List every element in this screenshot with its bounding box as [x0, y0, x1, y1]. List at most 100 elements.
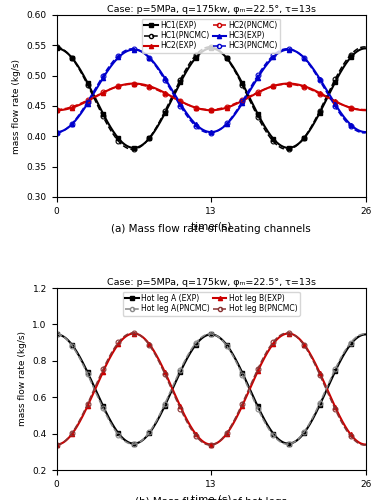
- Hot leg B(PNCMC): [290, 331, 294, 337]
- Hot leg B(EXP): [132, 330, 136, 336]
- Line: Hot leg B(EXP): Hot leg B(EXP): [54, 332, 368, 446]
- Hot leg A(PNCMC): [234, 360, 239, 366]
- Hot leg B(PNCMC): [243, 394, 247, 400]
- HC1(PNCMC): [362, 44, 367, 50]
- HC3(EXP): [289, 47, 294, 53]
- HC2(PNCMC): [242, 96, 247, 102]
- HC2(EXP): [251, 92, 256, 98]
- HC2(EXP): [242, 96, 247, 102]
- HC2(PNCMC): [251, 92, 256, 98]
- Hot leg A(PNCMC): [321, 392, 326, 398]
- HC3(PNCMC): [234, 108, 238, 114]
- Hot leg B(PNCMC): [73, 424, 78, 430]
- HC1(PNCMC): [363, 44, 368, 50]
- Hot leg A (EXP): [73, 347, 78, 353]
- Hot leg B(EXP): [289, 331, 294, 337]
- HC2(PNCMC): [321, 92, 325, 98]
- HC1(PNCMC): [251, 106, 256, 112]
- HC1(PNCMC): [321, 100, 325, 106]
- HC1(PNCMC): [289, 146, 294, 152]
- HC2(EXP): [132, 80, 136, 86]
- HC3(PNCMC): [242, 95, 247, 101]
- Hot leg B(EXP): [321, 377, 325, 383]
- HC2(PNCMC): [234, 100, 238, 106]
- Text: (a) Mass flow rate of heating channels: (a) Mass flow rate of heating channels: [111, 224, 311, 234]
- HC3(EXP): [321, 82, 325, 87]
- Line: Hot leg A(PNCMC): Hot leg A(PNCMC): [54, 332, 368, 446]
- HC1(PNCMC): [73, 60, 78, 66]
- Hot leg A(PNCMC): [243, 378, 247, 384]
- Line: HC1(PNCMC): HC1(PNCMC): [54, 44, 368, 152]
- Hot leg B(EXP): [251, 377, 256, 383]
- Hot leg A(PNCMC): [252, 398, 256, 404]
- Hot leg A (EXP): [234, 358, 239, 364]
- Hot leg A(PNCMC): [73, 348, 78, 354]
- HC3(EXP): [363, 129, 368, 135]
- HC3(PNCMC): [285, 46, 290, 52]
- HC3(PNCMC): [362, 130, 367, 136]
- HC3(PNCMC): [73, 116, 78, 122]
- HC3(PNCMC): [363, 130, 368, 136]
- Y-axis label: mass flow rate (kg/s): mass flow rate (kg/s): [12, 58, 21, 154]
- HC3(PNCMC): [54, 130, 59, 136]
- HC3(EXP): [234, 109, 239, 115]
- HC3(EXP): [54, 129, 59, 135]
- HC2(EXP): [234, 101, 239, 107]
- Hot leg A (EXP): [289, 440, 294, 446]
- Hot leg B(PNCMC): [208, 442, 212, 448]
- Legend: Hot leg A (EXP), Hot leg A(PNCMC), Hot leg B(EXP), Hot leg B(PNCMC): Hot leg A (EXP), Hot leg A(PNCMC), Hot l…: [123, 292, 300, 316]
- HC3(PNCMC): [289, 46, 294, 52]
- Hot leg B(PNCMC): [252, 374, 256, 380]
- HC1(EXP): [363, 46, 368, 52]
- Hot leg B(PNCMC): [363, 442, 368, 448]
- HC2(PNCMC): [54, 106, 59, 112]
- Hot leg A (EXP): [363, 332, 368, 338]
- HC1(EXP): [251, 104, 256, 110]
- Text: (b) Mass flow rate of hot legs: (b) Mass flow rate of hot legs: [135, 498, 287, 500]
- Hot leg A(PNCMC): [290, 440, 294, 446]
- Line: Hot leg B(PNCMC): Hot leg B(PNCMC): [54, 330, 368, 448]
- HC1(EXP): [132, 145, 136, 151]
- HC3(EXP): [73, 118, 78, 124]
- Hot leg A (EXP): [54, 332, 59, 338]
- Hot leg B(PNCMC): [130, 330, 135, 336]
- Hot leg A (EXP): [242, 374, 247, 380]
- Hot leg A(PNCMC): [208, 331, 212, 337]
- Legend: HC1(EXP), HC1(PNCMC), HC2(EXP), HC2(PNCMC), HC3(EXP), HC3(PNCMC): HC1(EXP), HC1(PNCMC), HC2(EXP), HC2(PNCM…: [142, 19, 280, 52]
- HC2(PNCMC): [289, 82, 294, 87]
- HC2(PNCMC): [362, 106, 367, 112]
- HC2(EXP): [73, 104, 78, 110]
- HC1(PNCMC): [285, 146, 290, 152]
- HC1(EXP): [242, 84, 247, 90]
- HC3(EXP): [242, 96, 247, 102]
- Y-axis label: mass flow rate (kg/s): mass flow rate (kg/s): [18, 332, 27, 426]
- HC2(PNCMC): [363, 106, 368, 112]
- HC2(EXP): [363, 107, 368, 113]
- Line: Hot leg A (EXP): Hot leg A (EXP): [54, 332, 368, 446]
- Hot leg B(EXP): [73, 426, 78, 432]
- Line: HC1(EXP): HC1(EXP): [54, 46, 368, 150]
- Hot leg B(EXP): [363, 442, 368, 448]
- HC2(PNCMC): [73, 102, 78, 108]
- HC1(PNCMC): [54, 44, 59, 50]
- Hot leg A(PNCMC): [130, 441, 135, 447]
- HC1(EXP): [54, 46, 59, 52]
- Hot leg B(PNCMC): [321, 380, 326, 386]
- HC2(EXP): [289, 80, 294, 86]
- Title: Case: p=5MPa, q=175kw, φₘ=22.5°, τ=13s: Case: p=5MPa, q=175kw, φₘ=22.5°, τ=13s: [107, 5, 316, 14]
- Hot leg B(EXP): [242, 398, 247, 404]
- Hot leg B(PNCMC): [234, 412, 239, 418]
- HC1(EXP): [289, 144, 294, 150]
- HC1(EXP): [321, 103, 325, 109]
- Hot leg B(PNCMC): [54, 442, 59, 448]
- Line: HC2(PNCMC): HC2(PNCMC): [54, 82, 368, 112]
- Hot leg A (EXP): [251, 395, 256, 401]
- Hot leg A (EXP): [321, 394, 325, 400]
- Line: HC3(EXP): HC3(EXP): [54, 48, 368, 134]
- Line: HC3(PNCMC): HC3(PNCMC): [54, 46, 368, 136]
- HC1(EXP): [73, 60, 78, 66]
- X-axis label: time (s): time (s): [191, 494, 231, 500]
- Hot leg B(EXP): [234, 414, 239, 420]
- HC3(EXP): [132, 46, 136, 52]
- Line: HC2(EXP): HC2(EXP): [54, 82, 368, 112]
